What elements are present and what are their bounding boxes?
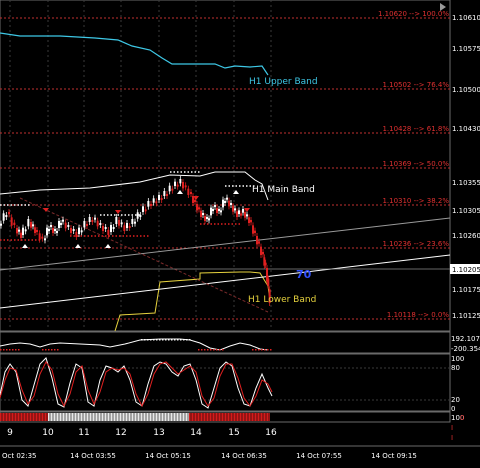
svg-text:0: 0 bbox=[460, 414, 464, 422]
right-small-axis: I I bbox=[451, 424, 453, 442]
oscillator1-panel[interactable] bbox=[0, 331, 451, 354]
svg-text:11: 11 bbox=[78, 428, 89, 438]
svg-text:0: 0 bbox=[451, 405, 455, 413]
oscillator1-line bbox=[0, 338, 269, 351]
stochastic-axis: 100 80 20 0 bbox=[451, 355, 464, 413]
play-icon[interactable] bbox=[440, 3, 446, 11]
stoch-main-line bbox=[0, 357, 273, 409]
svg-text:12: 12 bbox=[115, 428, 126, 438]
svg-text:20: 20 bbox=[451, 396, 460, 404]
svg-text:-200.354: -200.354 bbox=[451, 345, 480, 353]
lower-band-label: H1 Lower Band bbox=[248, 295, 316, 305]
vertical-grid bbox=[9, 0, 272, 331]
stoch-signal-line bbox=[0, 361, 273, 408]
strip-segment-red-1 bbox=[0, 413, 48, 421]
svg-text:1.10260: 1.10260 bbox=[452, 232, 480, 240]
svg-text:14 Oct 09:15: 14 Oct 09:15 bbox=[371, 452, 417, 460]
svg-text:1.10125: 1.10125 bbox=[452, 312, 480, 320]
oscillator1-axis: 192.1078 -200.354 bbox=[451, 335, 480, 353]
trendline-gray bbox=[0, 217, 451, 271]
current-price-tag: 1.10205 bbox=[450, 264, 480, 274]
svg-text:100: 100 bbox=[451, 414, 464, 422]
main-band-label: H1 Main Band bbox=[252, 185, 315, 195]
candle-series bbox=[0, 171, 271, 306]
svg-text:192.1078: 192.1078 bbox=[451, 335, 480, 343]
upper-band-label: H1 Upper Band bbox=[249, 77, 318, 87]
oscillator1-frame bbox=[0, 331, 451, 354]
svg-text:9: 9 bbox=[7, 428, 13, 438]
svg-text:80: 80 bbox=[451, 364, 460, 372]
svg-text:Oct 02:35: Oct 02:35 bbox=[2, 452, 37, 460]
svg-text:14 Oct 06:35: 14 Oct 06:35 bbox=[221, 452, 267, 460]
upper-band-line bbox=[0, 32, 269, 76]
fib-labels: 1.10620 --> 100.0% 1.10502 --> 76.4% 1.1… bbox=[378, 10, 449, 319]
fib-label-0: 1.10118 --> 0.0% bbox=[387, 311, 449, 319]
svg-text:14 Oct 07:55: 14 Oct 07:55 bbox=[296, 452, 342, 460]
main-band-line bbox=[0, 171, 269, 201]
svg-text:1.10355: 1.10355 bbox=[452, 179, 480, 187]
fib-label-38: 1.10310 --> 38.2% bbox=[382, 197, 449, 205]
strip-segment-white bbox=[48, 413, 189, 421]
time-axis: Oct 02:35 14 Oct 03:55 14 Oct 05:15 14 O… bbox=[2, 452, 417, 460]
trendline-white bbox=[0, 254, 451, 309]
fib-label-76: 1.10502 --> 76.4% bbox=[382, 81, 449, 89]
fib-label-50: 1.10369 --> 50.0% bbox=[382, 160, 449, 168]
svg-text:I: I bbox=[451, 434, 453, 442]
svg-text:100: 100 bbox=[451, 355, 464, 363]
stochastic-panel[interactable] bbox=[0, 353, 451, 412]
svg-text:1.10205: 1.10205 bbox=[452, 266, 480, 274]
oscillator1-histogram bbox=[0, 339, 272, 351]
svg-text:1.10610: 1.10610 bbox=[452, 14, 480, 22]
main-panel-frame bbox=[0, 0, 451, 332]
svg-text:I: I bbox=[451, 424, 453, 432]
svg-text:1.10575: 1.10575 bbox=[452, 45, 480, 53]
svg-text:14 Oct 03:55: 14 Oct 03:55 bbox=[70, 452, 116, 460]
svg-text:16: 16 bbox=[265, 428, 277, 438]
svg-text:10: 10 bbox=[42, 428, 54, 438]
svg-text:1.10500: 1.10500 bbox=[452, 86, 480, 94]
day-axis: 9 10 11 12 13 14 15 16 bbox=[7, 428, 277, 438]
svg-text:1.10175: 1.10175 bbox=[452, 286, 480, 294]
signal-strip-panel[interactable] bbox=[0, 411, 451, 423]
strip-ticks bbox=[1, 413, 270, 421]
fib-label-100: 1.10620 --> 100.0% bbox=[378, 10, 449, 18]
svg-text:1.10305: 1.10305 bbox=[452, 207, 480, 215]
trendline-red bbox=[19, 197, 269, 313]
strip-axis: 100 0 bbox=[451, 414, 464, 422]
svg-text:13: 13 bbox=[153, 428, 164, 438]
strip-segment-red-2 bbox=[189, 413, 270, 421]
svg-text:15: 15 bbox=[228, 428, 239, 438]
svg-text:14: 14 bbox=[190, 428, 202, 438]
svg-text:1.10430: 1.10430 bbox=[452, 125, 480, 133]
svg-text:14 Oct 05:15: 14 Oct 05:15 bbox=[145, 452, 191, 460]
main-price-panel[interactable]: 1.10620 --> 100.0% 1.10502 --> 76.4% 1.1… bbox=[0, 0, 451, 332]
marker-number: 70 bbox=[296, 268, 312, 281]
fib-label-61: 1.10428 --> 61.8% bbox=[382, 125, 449, 133]
price-axis: 1.10610 1.10575 1.10500 1.10430 1.10355 … bbox=[452, 14, 480, 320]
fib-label-23: 1.10236 --> 23.6% bbox=[382, 240, 449, 248]
